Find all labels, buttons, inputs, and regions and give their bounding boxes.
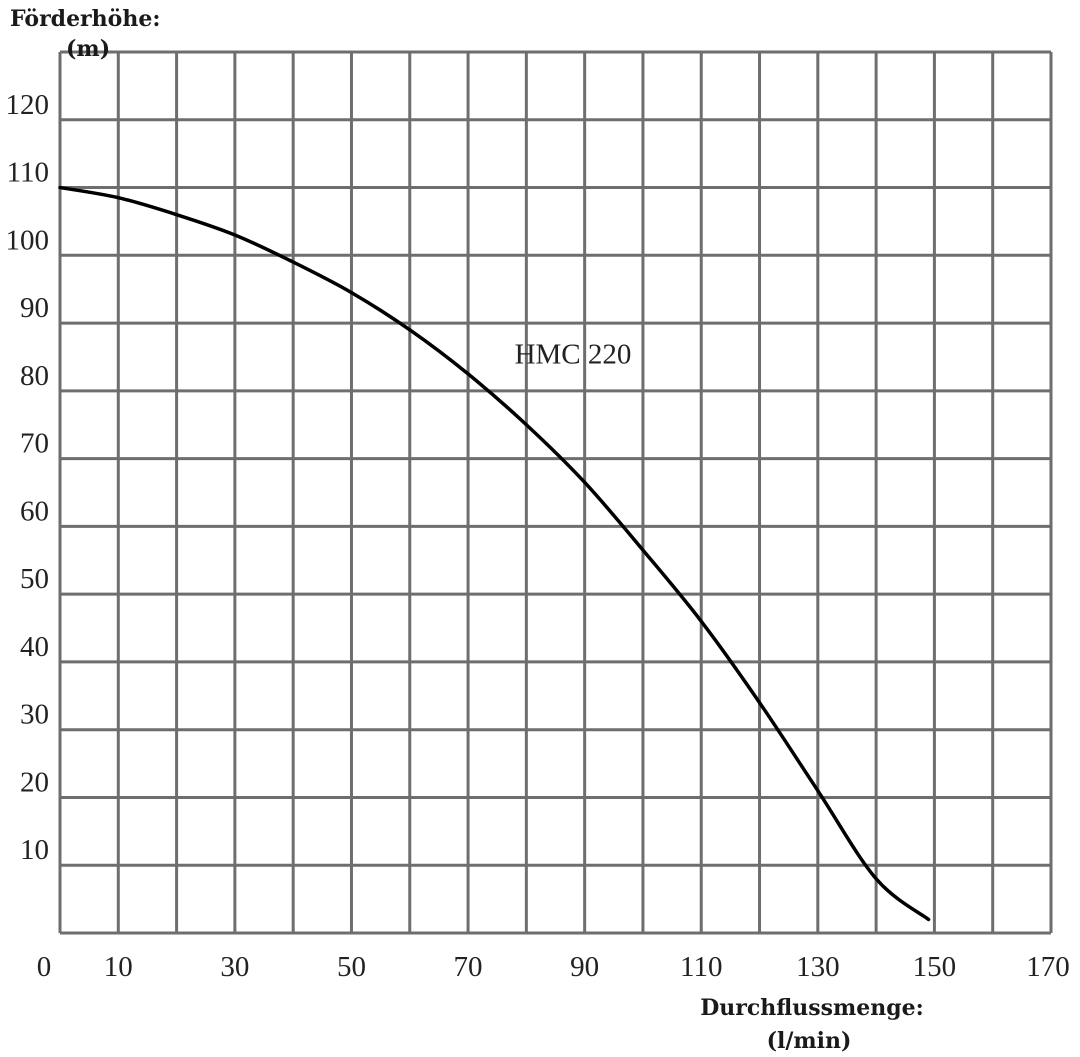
y-tick-label: 120 xyxy=(6,89,50,121)
x-tick-label: 110 xyxy=(680,951,722,983)
y-tick-label: 40 xyxy=(20,631,49,663)
y-tick-label: 20 xyxy=(20,766,49,798)
x-tick-label: 50 xyxy=(337,951,366,983)
series-line-hmc-220 xyxy=(58,185,931,922)
x-axis-ticks: 0 10 30 50 70 90 110 130 150 170 xyxy=(37,951,1070,983)
y-axis-unit: (m) xyxy=(66,36,110,62)
y-axis-ticks: 120 110 100 90 80 70 60 50 40 30 20 10 xyxy=(6,89,50,866)
x-tick-label: 10 xyxy=(104,951,133,983)
x-tick-label: 70 xyxy=(454,951,483,983)
x-tick-label: 130 xyxy=(796,951,840,983)
x-tick-label: 170 xyxy=(1026,951,1070,983)
x-tick-label: 30 xyxy=(220,951,249,983)
y-tick-label: 70 xyxy=(20,428,49,460)
y-tick-label: 10 xyxy=(20,834,49,866)
y-tick-label: 90 xyxy=(20,292,49,324)
y-axis-label: Förderhöhe: xyxy=(10,6,160,32)
y-tick-label: 60 xyxy=(20,495,49,527)
x-axis-label: Durchflussmenge: xyxy=(700,995,924,1021)
y-tick-label: 110 xyxy=(7,157,49,189)
y-tick-label: 100 xyxy=(6,224,50,256)
series-label: HMC 220 xyxy=(515,339,632,371)
curve-layer xyxy=(58,185,931,922)
y-tick-label: 30 xyxy=(20,699,49,731)
x-tick-label: 90 xyxy=(570,951,599,983)
x-tick-label: 150 xyxy=(913,951,957,983)
y-tick-label: 80 xyxy=(20,360,49,392)
chart-grid xyxy=(58,50,1053,935)
x-axis-unit: (l/min) xyxy=(767,1028,852,1054)
y-tick-label: 50 xyxy=(20,563,49,595)
x-tick-label: 0 xyxy=(37,951,52,983)
